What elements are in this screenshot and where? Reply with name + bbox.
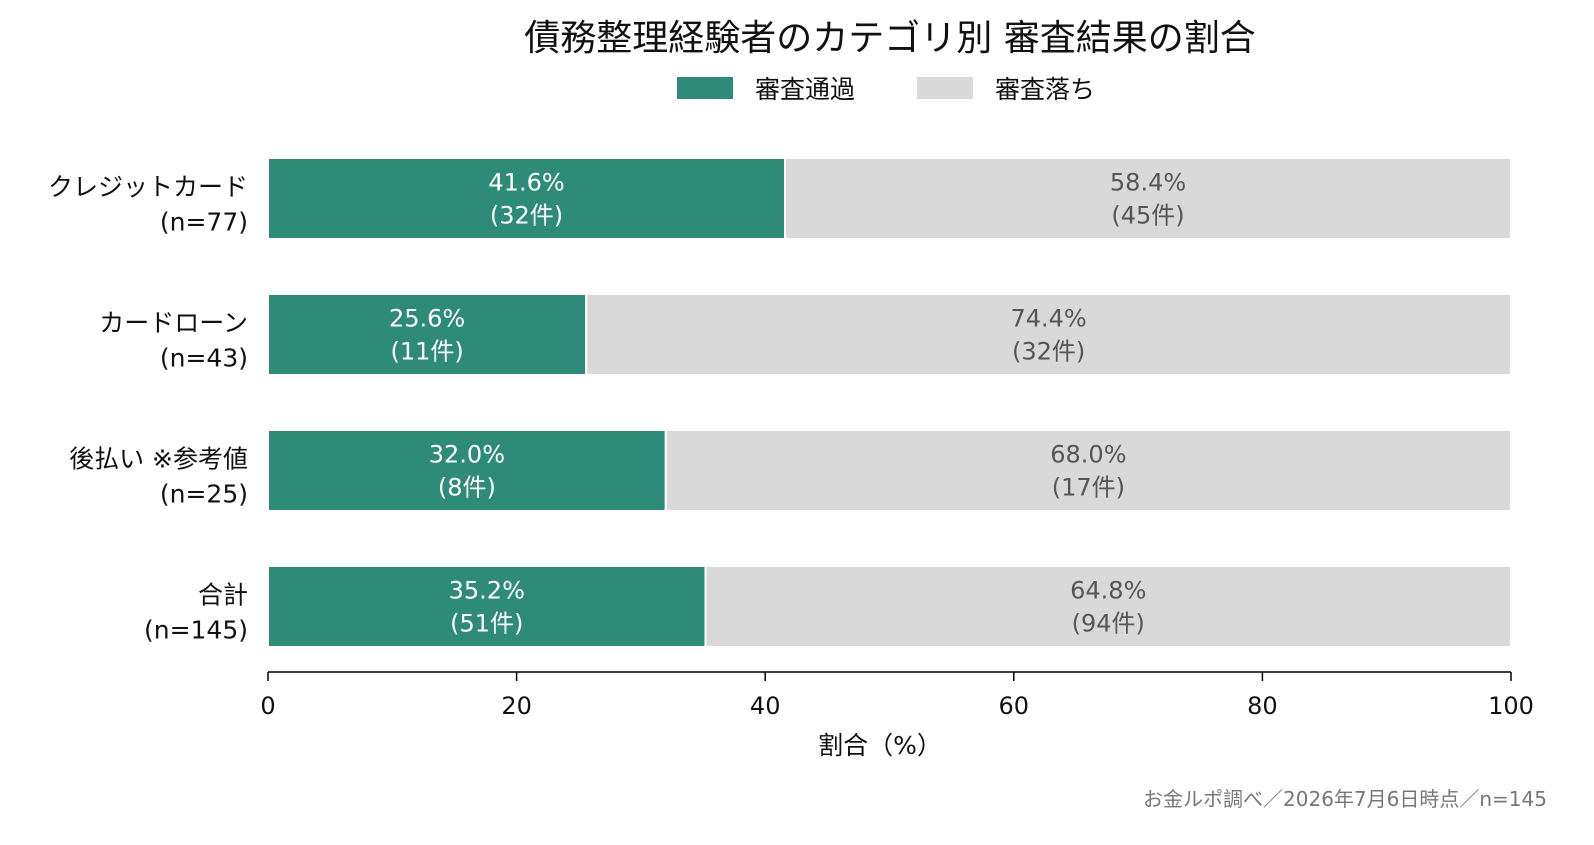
category-label: カードローン [99, 309, 248, 338]
bar-segment-pass [267, 293, 588, 376]
x-axis-title: 割合（%） [818, 731, 942, 760]
x-ticks: 0 20 40 60 80 100 [260, 672, 1534, 720]
bars-group: 41.6% (32件) 58.4% (45件) 25.6% (11件) 74.4% (32件)… [267, 157, 1512, 648]
bar-pct-label: 25.6% [389, 305, 465, 333]
bar-count-label: (11件) [390, 338, 463, 366]
bar-pct-label: 68.0% [1050, 441, 1126, 469]
bar-pct-label: 41.6% [488, 169, 564, 197]
bar-segment-pass [267, 429, 667, 512]
category-n-label: (n=43) [160, 344, 248, 373]
bar-count-label: (45件) [1111, 202, 1184, 230]
bar-pct-label: 58.4% [1110, 169, 1186, 197]
bar-pct-label: 32.0% [429, 441, 505, 469]
source-note: お金ルポ調べ／2026年7月6日時点／n=145 [1143, 787, 1547, 811]
bar-pct-label: 64.8% [1070, 577, 1146, 605]
legend-swatch-pass [677, 77, 733, 99]
bar-segment-fail [585, 293, 1512, 376]
category-labels: クレジットカード (n=77) カードローン (n=43) 後払い ※参考値 (n=25)… [48, 173, 248, 645]
category-label: 合計 [198, 581, 248, 610]
category-label: 後払い ※参考値 [69, 445, 248, 474]
x-tick-label: 100 [1488, 692, 1534, 720]
category-n-label: (n=145) [144, 616, 248, 645]
bar-pct-label: 74.4% [1010, 305, 1086, 333]
bar-pct-label: 35.2% [449, 577, 525, 605]
bar-segment-pass [267, 565, 707, 648]
chart-title: 債務整理経験者のカテゴリ別 審査結果の割合 [524, 18, 1255, 59]
legend-swatch-fail [917, 77, 973, 99]
x-tick-label: 20 [501, 692, 532, 720]
category-label: クレジットカード [48, 173, 248, 202]
bar-segment-fail [704, 565, 1512, 648]
x-tick-label: 80 [1247, 692, 1278, 720]
bar-segment-fail [664, 429, 1512, 512]
x-tick-label: 40 [750, 692, 781, 720]
bar-count-label: (51件) [450, 610, 523, 638]
bar-count-label: (94件) [1072, 610, 1145, 638]
bar-count-label: (32件) [1012, 338, 1085, 366]
category-n-label: (n=77) [160, 208, 248, 237]
bar-count-label: (8件) [438, 474, 496, 502]
legend: 審査通過 審査落ち [677, 75, 1095, 104]
legend-label-fail: 審査落ち [995, 75, 1095, 104]
bar-segment-fail [784, 157, 1512, 240]
category-n-label: (n=25) [160, 480, 248, 509]
legend-label-pass: 審査通過 [755, 75, 855, 104]
x-tick-label: 60 [999, 692, 1030, 720]
bar-segment-pass [267, 157, 787, 240]
bar-count-label: (17件) [1052, 474, 1125, 502]
bar-count-label: (32件) [490, 202, 563, 230]
x-tick-label: 0 [260, 692, 275, 720]
x-axis: 0 20 40 60 80 100 割合（%） [260, 671, 1534, 760]
